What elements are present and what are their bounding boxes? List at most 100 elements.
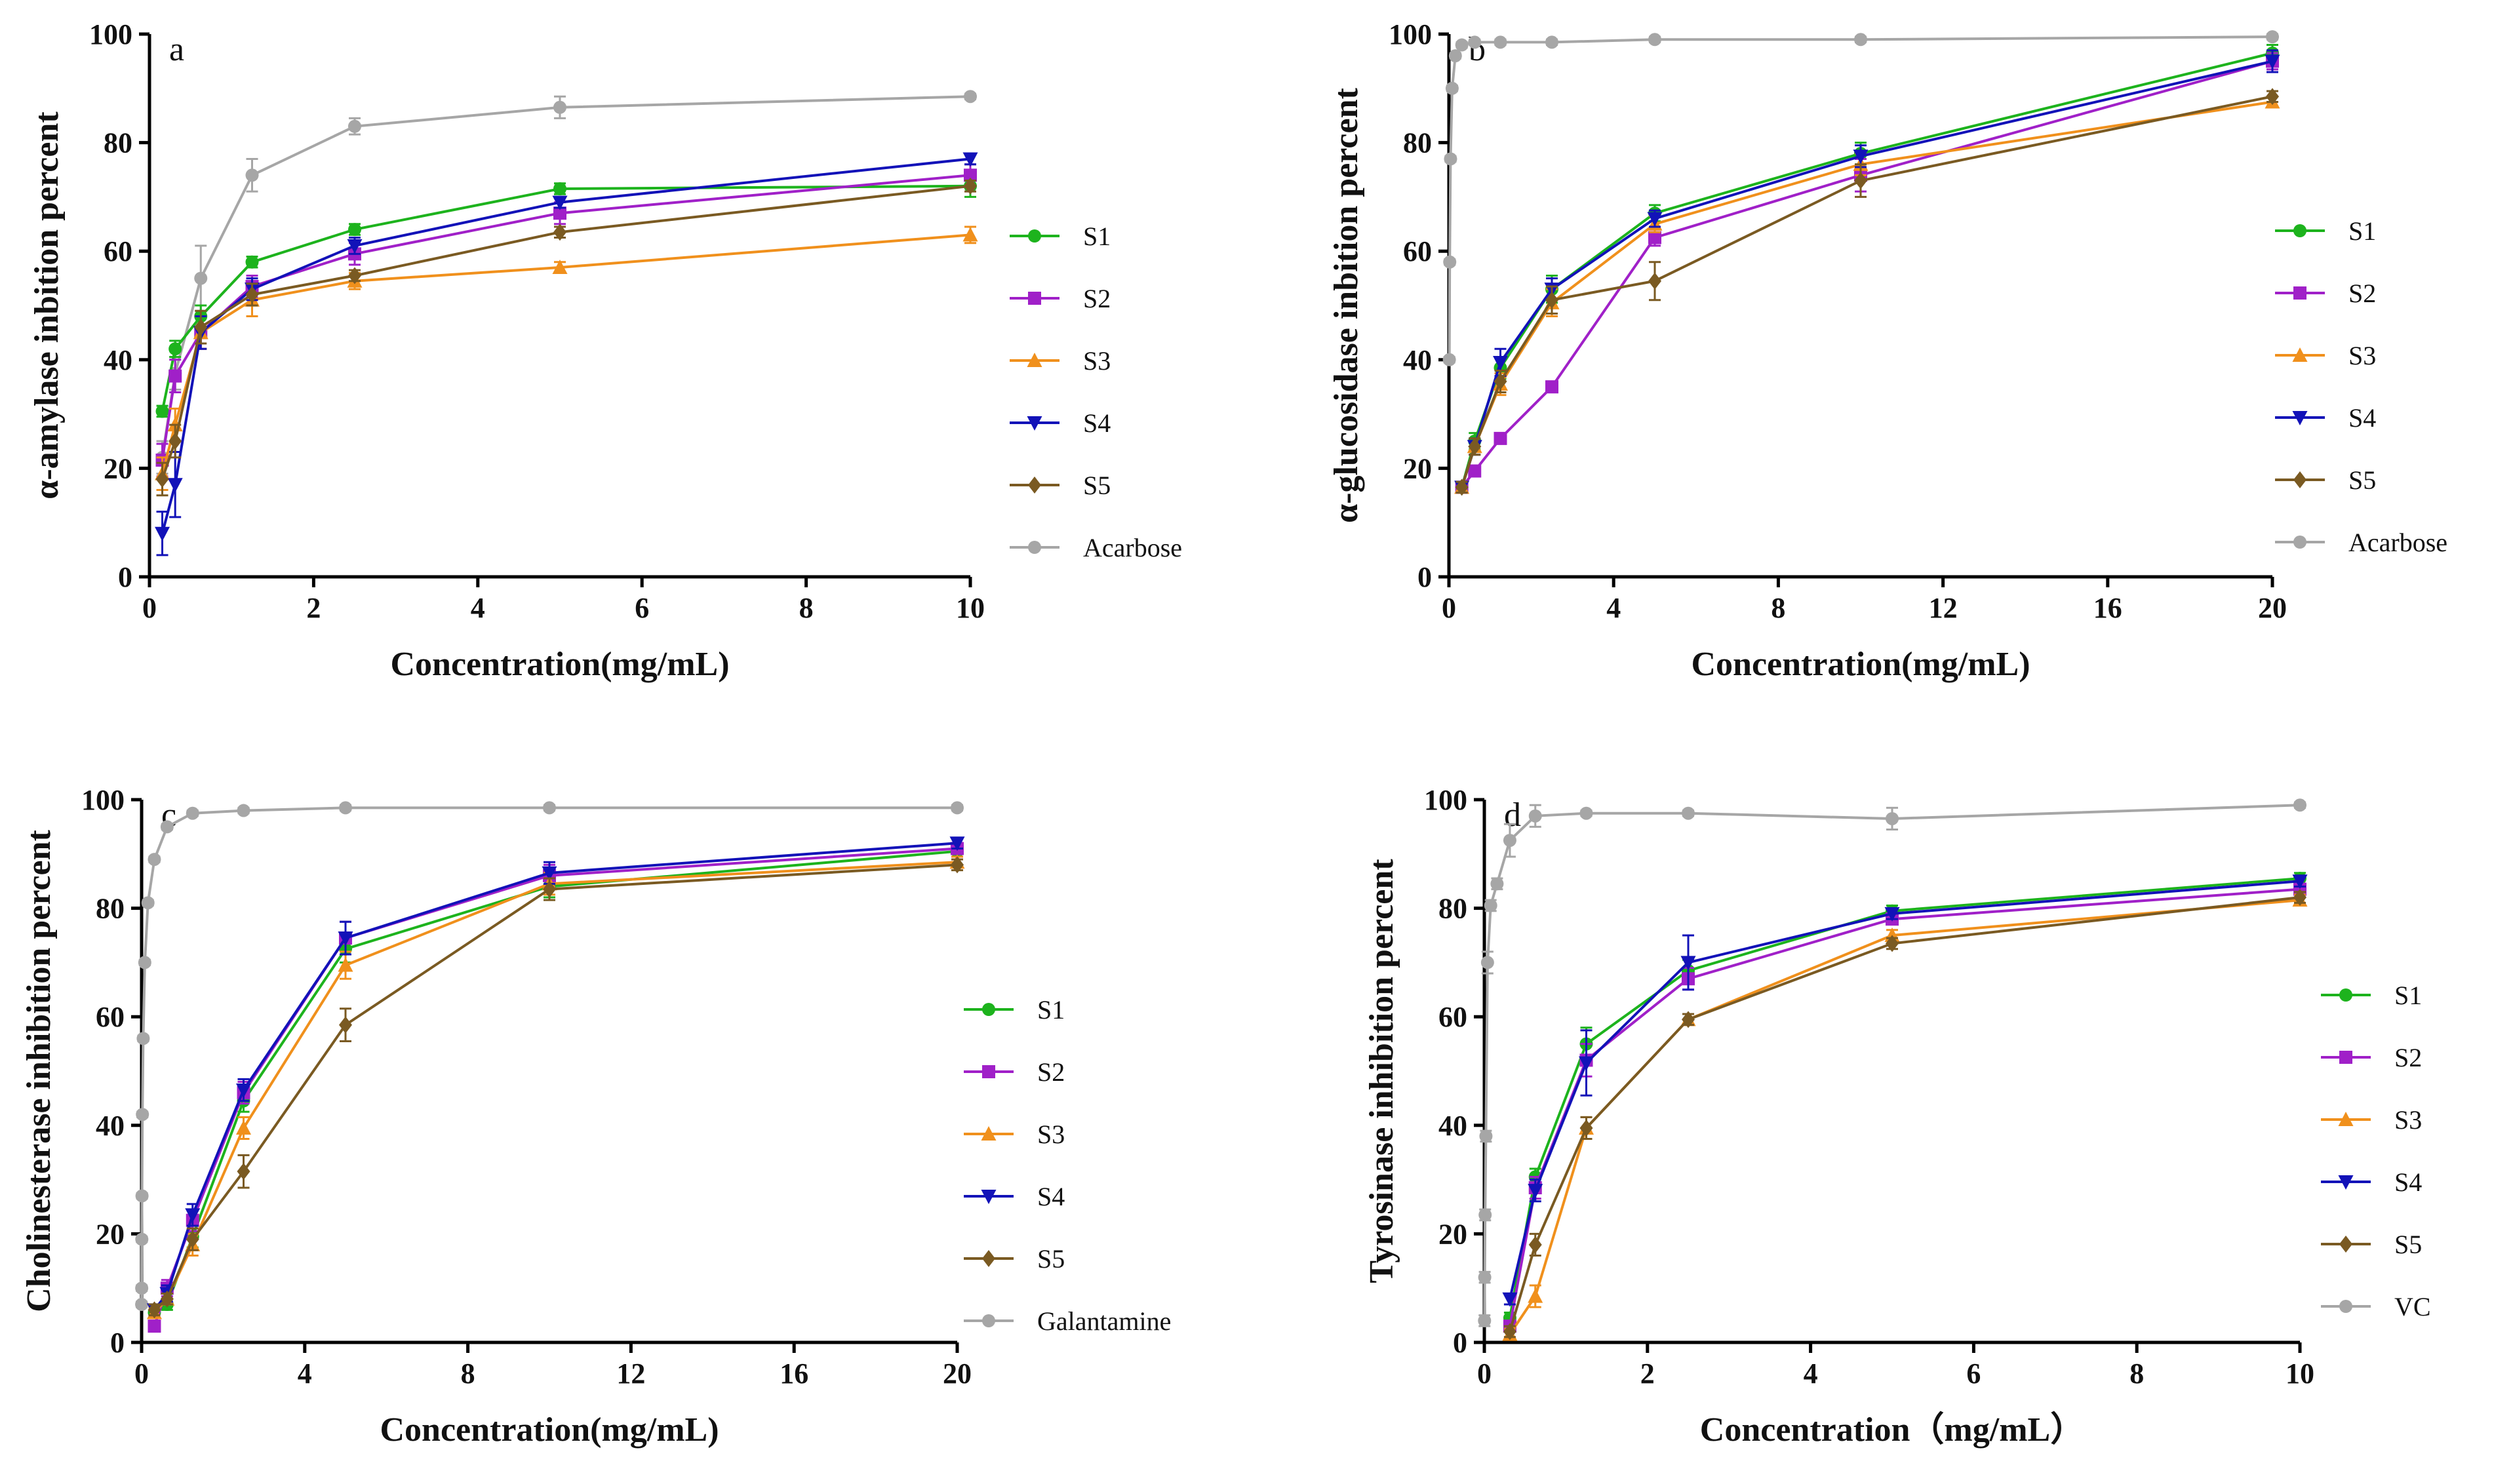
data-point-s4	[347, 239, 363, 254]
x-tick-label: 0	[1442, 592, 1456, 624]
series-line-s3	[161, 233, 971, 475]
data-point-vc	[1479, 1129, 1493, 1143]
data-point-s5	[1886, 935, 1899, 952]
legend-item: S5	[2275, 465, 2376, 495]
legend-marker	[1028, 541, 1041, 554]
legend-item: S1	[2275, 216, 2376, 246]
legend-item: VC	[2321, 1292, 2431, 1321]
series-s2	[155, 163, 977, 478]
data-point-galantamine	[136, 1108, 149, 1122]
data-point-s5	[1494, 372, 1507, 390]
data-point-s4	[2292, 874, 2308, 889]
legend-label: S1	[1037, 995, 1065, 1025]
y-tick-label: 0	[1453, 1327, 1467, 1359]
legend: S1 S2 S3 S4 S5 Acarbose	[2275, 216, 2447, 557]
legend-marker	[2338, 1112, 2354, 1126]
data-point-s5	[339, 1016, 352, 1034]
x-tick-label: 12	[616, 1357, 645, 1390]
series-line-vc	[1483, 804, 2301, 1321]
data-point-s5	[1648, 272, 1661, 290]
legend-marker	[1027, 416, 1042, 431]
data-point-s4	[1680, 956, 1696, 971]
legend-label: S5	[2348, 465, 2376, 495]
legend-label: S4	[2394, 1167, 2422, 1197]
series-line-s4	[1460, 60, 2273, 488]
data-point-s5	[1528, 1236, 1542, 1253]
series-s5	[1503, 889, 2306, 1340]
data-point-s4	[1493, 355, 1508, 370]
x-tick-label: 10	[2286, 1357, 2314, 1390]
legend-marker	[1028, 229, 1041, 243]
legend: S1 S2 S3 S4 S5 Galantamine	[964, 995, 1171, 1336]
x-tick-label: 0	[142, 592, 157, 624]
x-tick-label: 16	[2093, 592, 2122, 624]
y-tick-label: 40	[104, 344, 132, 376]
data-point-acarbose	[194, 271, 208, 285]
data-point-acarbose	[1448, 49, 1462, 63]
chart-panel-d: 0 2 4 6 8 10020406080100Concentration（mg/mL）T…	[1363, 784, 2431, 1449]
data-point-s3	[236, 1120, 251, 1135]
data-point-vc	[1886, 811, 1899, 825]
chart-panel-c: 0 4 8 12 16 20 0 20 40 60 80 100 Concentration(mg/mL…	[20, 784, 1171, 1449]
data-point-galantamine	[135, 1232, 149, 1246]
y-tick-label: 80	[96, 893, 125, 925]
legend-item: S4	[2321, 1167, 2422, 1197]
x-tick-label: 4	[1606, 592, 1621, 624]
legend-label: S1	[2348, 216, 2376, 246]
legend-label: S5	[1037, 1244, 1065, 1274]
data-point-s5	[194, 319, 208, 336]
y-tick-label: 100	[1389, 18, 1432, 50]
legend-item: S3	[964, 1120, 1065, 1149]
data-point-galantamine	[160, 820, 174, 834]
x-tick-label: 8	[461, 1357, 475, 1390]
x-tick-label: 4	[298, 1357, 312, 1390]
data-point-galantamine	[135, 1281, 149, 1295]
data-point-s4	[1579, 1056, 1594, 1071]
series-s4	[1502, 874, 2308, 1307]
series-galantamine	[135, 801, 964, 1312]
data-point-s4	[185, 1208, 201, 1223]
data-point-s2	[1648, 231, 1661, 244]
series-line-s1	[1508, 877, 2301, 1319]
series-s3	[1502, 892, 2308, 1341]
data-point-galantamine	[141, 896, 155, 910]
legend-item: Acarbose	[2275, 528, 2447, 557]
series-s5	[1455, 88, 2279, 496]
data-point-s5	[543, 880, 556, 898]
data-point-s5	[186, 1230, 199, 1248]
legend-marker	[2339, 1051, 2352, 1064]
data-point-s1	[245, 255, 259, 269]
data-point-acarbose	[2266, 30, 2279, 44]
data-point-s3	[962, 227, 978, 242]
data-point-acarbose	[245, 168, 259, 182]
series-acarbose	[155, 90, 977, 475]
chart-panel-b: 0 4 8 12 16 20 0 20 40 60 80 100 Concentration(mg/mL…	[1328, 18, 2447, 683]
series-line-s1	[161, 184, 971, 412]
legend-marker	[1028, 292, 1041, 305]
legend-marker	[2292, 411, 2308, 425]
data-point-vc	[1484, 899, 1497, 912]
chart-panel-a: 0 2 4 6 8 10020406080100Concentration(mg/mL)α…	[28, 18, 1182, 683]
data-point-s5	[1455, 478, 1469, 496]
data-point-s2	[553, 206, 566, 220]
data-point-acarbose	[1445, 81, 1459, 95]
y-tick-label: 20	[96, 1218, 125, 1250]
data-point-vc	[1503, 834, 1516, 848]
series-line-s2	[1508, 888, 2301, 1327]
legend-label: Acarbose	[1083, 533, 1182, 562]
legend-label: S3	[1083, 346, 1111, 376]
series-s4	[146, 836, 965, 1318]
y-tick-label: 60	[104, 235, 132, 267]
series-vc	[1478, 798, 2306, 1327]
data-point-s3	[1528, 1288, 1543, 1303]
legend-marker	[2292, 347, 2308, 362]
data-point-s2	[1468, 464, 1482, 478]
data-point-s4	[542, 866, 557, 881]
data-point-acarbose	[964, 90, 977, 104]
y-axis-title: Cholinesterase inhibition percent	[20, 829, 58, 1312]
panel-label: d	[1504, 796, 1521, 834]
legend-item: S1	[1010, 222, 1111, 251]
series-line-s3	[153, 861, 958, 1314]
legend-marker	[981, 1190, 997, 1204]
